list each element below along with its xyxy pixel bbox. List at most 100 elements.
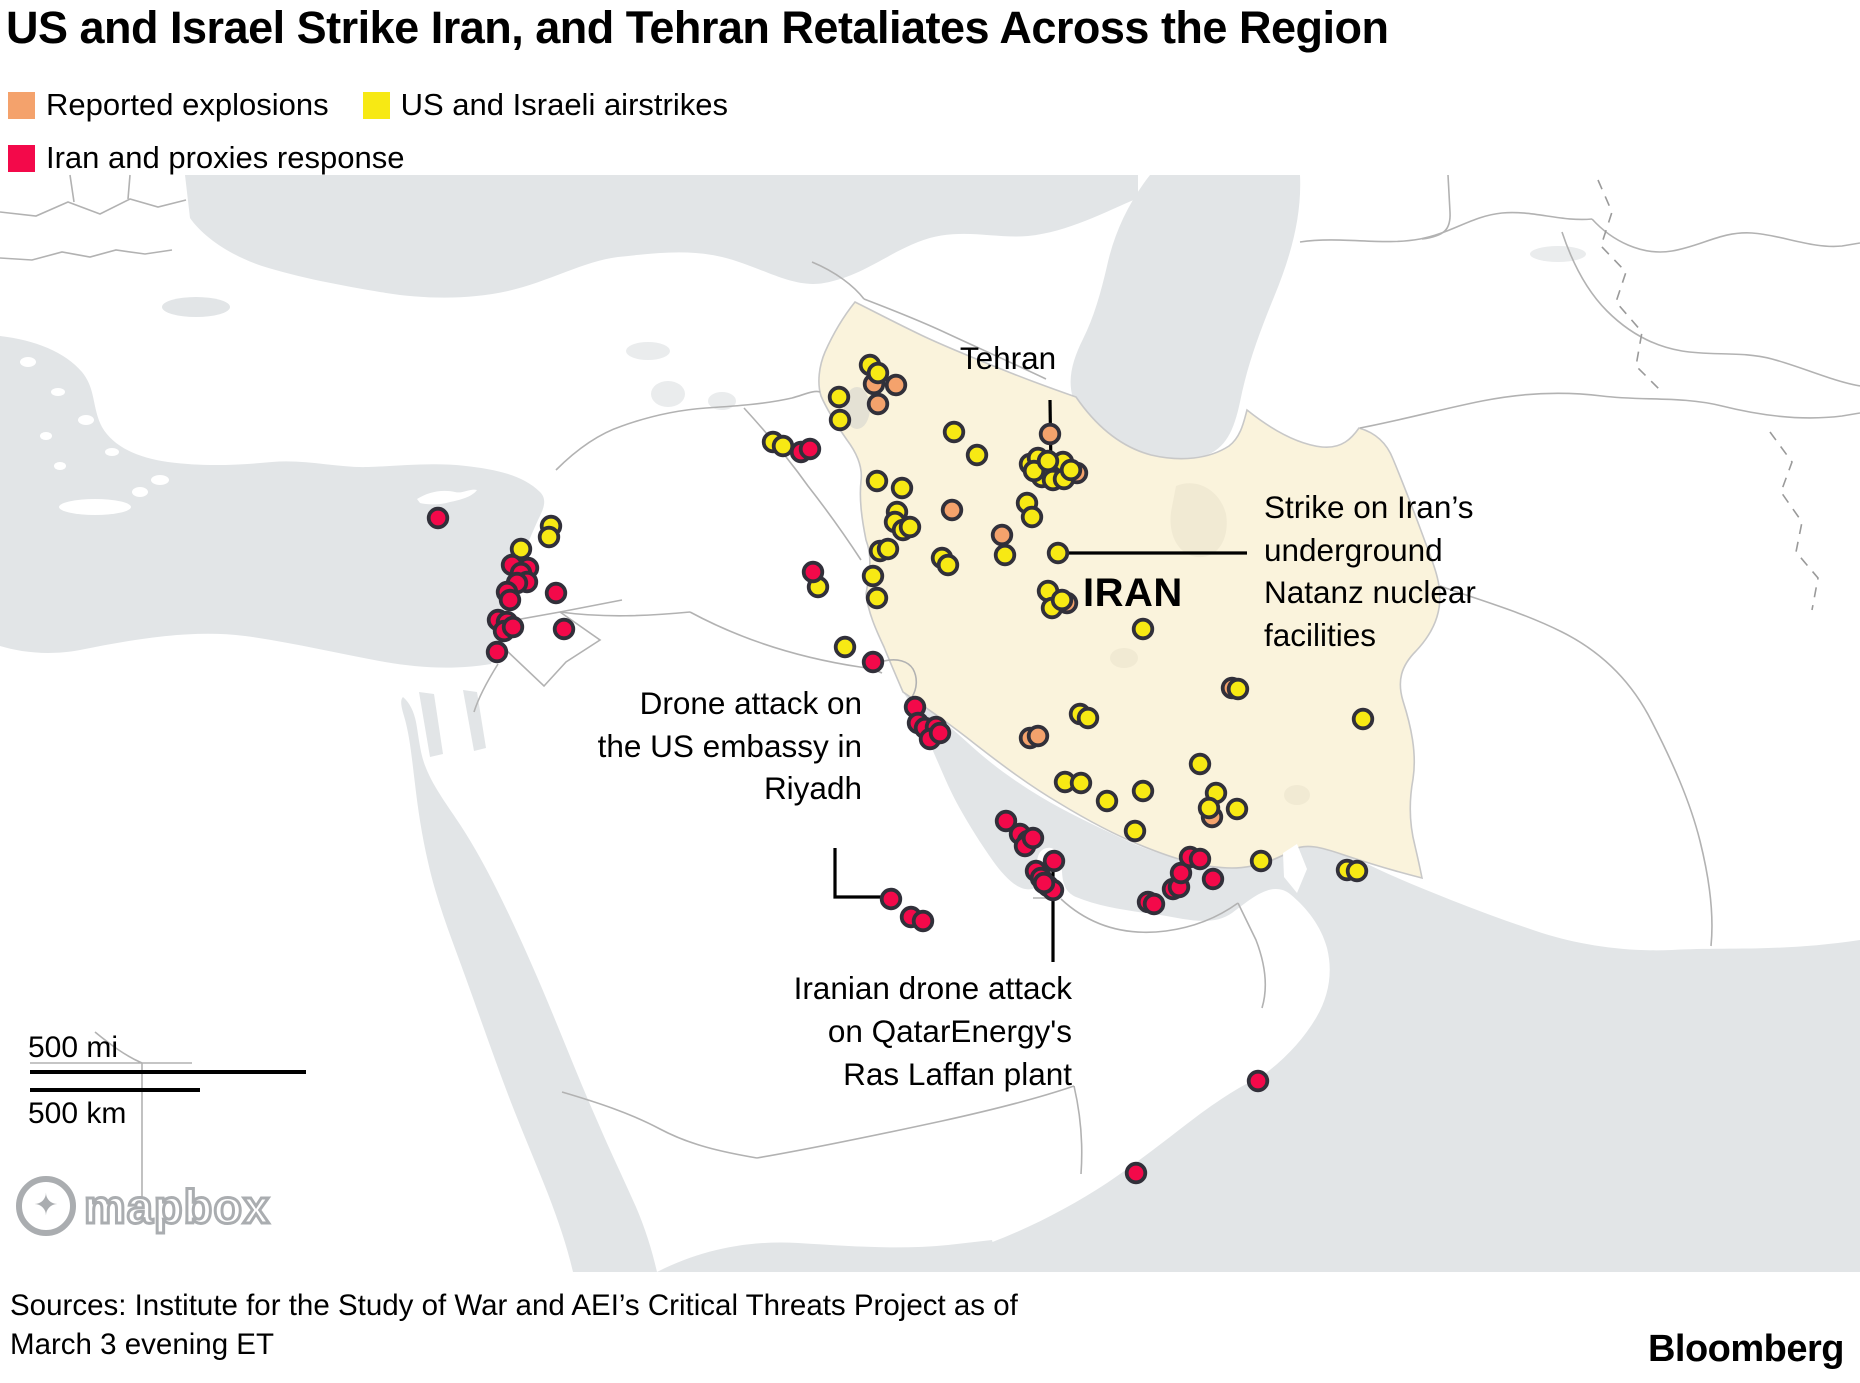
event-dot-airstrikes — [866, 361, 890, 385]
event-dot-response — [498, 588, 522, 612]
country-borders — [0, 174, 1860, 1198]
legend-row: Reported explosions US and Israeli airst… — [8, 87, 728, 123]
event-dot-response — [544, 581, 568, 605]
sources-note: Sources: Institute for the Study of War … — [10, 1289, 1018, 1361]
event-dot-airstrikes — [936, 553, 960, 577]
event-dot-airstrikes — [1131, 779, 1155, 803]
musandam-peninsula — [1283, 844, 1307, 893]
event-dot-explosions — [940, 498, 964, 522]
annotation-tehran: Tehran — [959, 340, 1057, 376]
event-dot-airstrikes — [771, 434, 795, 458]
event-dot-response — [1032, 871, 1056, 895]
legend-item-airstrikes: US and Israeli airstrikes — [362, 87, 728, 123]
event-dot-airstrikes — [1059, 458, 1083, 482]
event-dot-airstrikes — [942, 420, 966, 444]
legend-item-explosions: Reported explosions — [8, 87, 329, 123]
scale-miles-label: 500 mi — [28, 1031, 119, 1064]
event-dot-airstrikes — [1046, 541, 1070, 565]
page-title: US and Israel Strike Iran, and Tehran Re… — [6, 2, 1389, 53]
event-dot-airstrikes — [828, 408, 852, 432]
event-dot-airstrikes — [861, 564, 885, 588]
event-dot-airstrikes — [965, 443, 989, 467]
event-dot-airstrikes — [898, 515, 922, 539]
event-dot-explosions — [990, 523, 1014, 547]
event-dot-explosions — [1038, 422, 1062, 446]
gulf-of-aqaba — [463, 690, 486, 751]
event-dot-response — [801, 560, 825, 584]
terrain-patches — [844, 387, 1310, 805]
gulf-of-aden — [657, 1240, 1000, 1272]
legend-item-response: Iran and proxies response — [8, 140, 404, 176]
explosions-swatch — [8, 91, 35, 119]
event-dot-airstrikes — [1225, 797, 1249, 821]
event-dot-response — [426, 506, 450, 530]
black-sea — [185, 175, 1138, 298]
event-dot-airstrikes — [1188, 752, 1212, 776]
event-dot-airstrikes — [890, 476, 914, 500]
riyadh-connector — [833, 848, 883, 899]
event-dot-explosions — [866, 392, 890, 416]
event-dot-airstrikes — [1351, 707, 1375, 731]
event-dot-response — [1246, 1069, 1270, 1093]
event-dot-airstrikes — [1036, 449, 1060, 473]
event-dot-response — [994, 809, 1018, 833]
mapbox-wordmark: mapbox — [82, 1178, 271, 1234]
event-dot-airstrikes — [1076, 706, 1100, 730]
event-dot-airstrikes — [1123, 819, 1147, 843]
water-bodies — [0, 175, 1860, 1272]
legend-label: Reported explosions — [46, 87, 329, 122]
mediterranean-sea — [0, 336, 545, 668]
event-dot-response — [1042, 849, 1066, 873]
legend-label: Iran and proxies response — [46, 140, 405, 175]
event-dot-response — [1188, 847, 1212, 871]
sea-of-marmara — [162, 297, 230, 317]
event-dot-response — [798, 437, 822, 461]
event-dot-airstrikes — [993, 543, 1017, 567]
scale-km-label: 500 km — [28, 1097, 127, 1130]
red-sea — [401, 697, 657, 1272]
event-dot-airstrikes — [1095, 789, 1119, 813]
event-dot-airstrikes — [1197, 796, 1221, 820]
event-dot-response — [552, 617, 576, 641]
mapbox-logo-icon: ✦ — [16, 1176, 76, 1236]
event-dot-airstrikes — [865, 586, 889, 610]
lakes — [626, 246, 1586, 410]
annotation-natanz: Strike on Iran’s underground Natanz nucl… — [1264, 489, 1476, 653]
event-dot-explosions — [1026, 724, 1050, 748]
scale-miles-bar — [30, 1070, 306, 1074]
event-dot-response — [1021, 826, 1045, 850]
event-dot-response — [501, 615, 525, 639]
event-dot-response — [879, 887, 903, 911]
event-dot-response — [1169, 861, 1193, 885]
annotation-qatar: Iranian drone attack on QatarEnergy's Ra… — [793, 970, 1072, 1092]
event-dot-response — [485, 640, 509, 664]
event-dot-airstrikes — [827, 385, 851, 409]
annotation-riyadh: Drone attack on the US embassy in Riyadh — [597, 685, 862, 806]
event-dot-airstrikes — [1050, 588, 1074, 612]
star-icon: ✦ — [33, 1189, 59, 1222]
iran-country-label: IRAN — [1083, 571, 1183, 615]
gulf-of-suez — [419, 692, 443, 757]
event-dot-airstrikes — [876, 537, 900, 561]
bloomberg-logo: Bloomberg — [1647, 1328, 1845, 1370]
event-dot-airstrikes — [537, 525, 561, 549]
event-dot-response — [861, 650, 885, 674]
event-dot-airstrikes — [1226, 677, 1250, 701]
persian-gulf-arabian-sea — [903, 692, 1860, 1272]
cyprus-island — [417, 489, 477, 505]
event-dot-airstrikes — [1345, 859, 1369, 883]
event-dot-explosions — [884, 373, 908, 397]
event-dot-airstrikes — [865, 469, 889, 493]
event-dot-airstrikes — [1131, 617, 1155, 641]
event-dot-airstrikes — [1249, 849, 1273, 873]
legend-label: US and Israeli airstrikes — [400, 87, 728, 122]
event-dot-airstrikes — [1069, 771, 1093, 795]
event-dot-response — [1142, 892, 1166, 916]
event-dot-airstrikes — [833, 635, 857, 659]
event-dot-response — [911, 909, 935, 933]
mapbox-attribution[interactable]: ✦ mapbox — [16, 1176, 271, 1236]
legend: Reported explosions US and Israeli airst… — [8, 87, 728, 176]
airstrikes-swatch — [362, 91, 390, 119]
